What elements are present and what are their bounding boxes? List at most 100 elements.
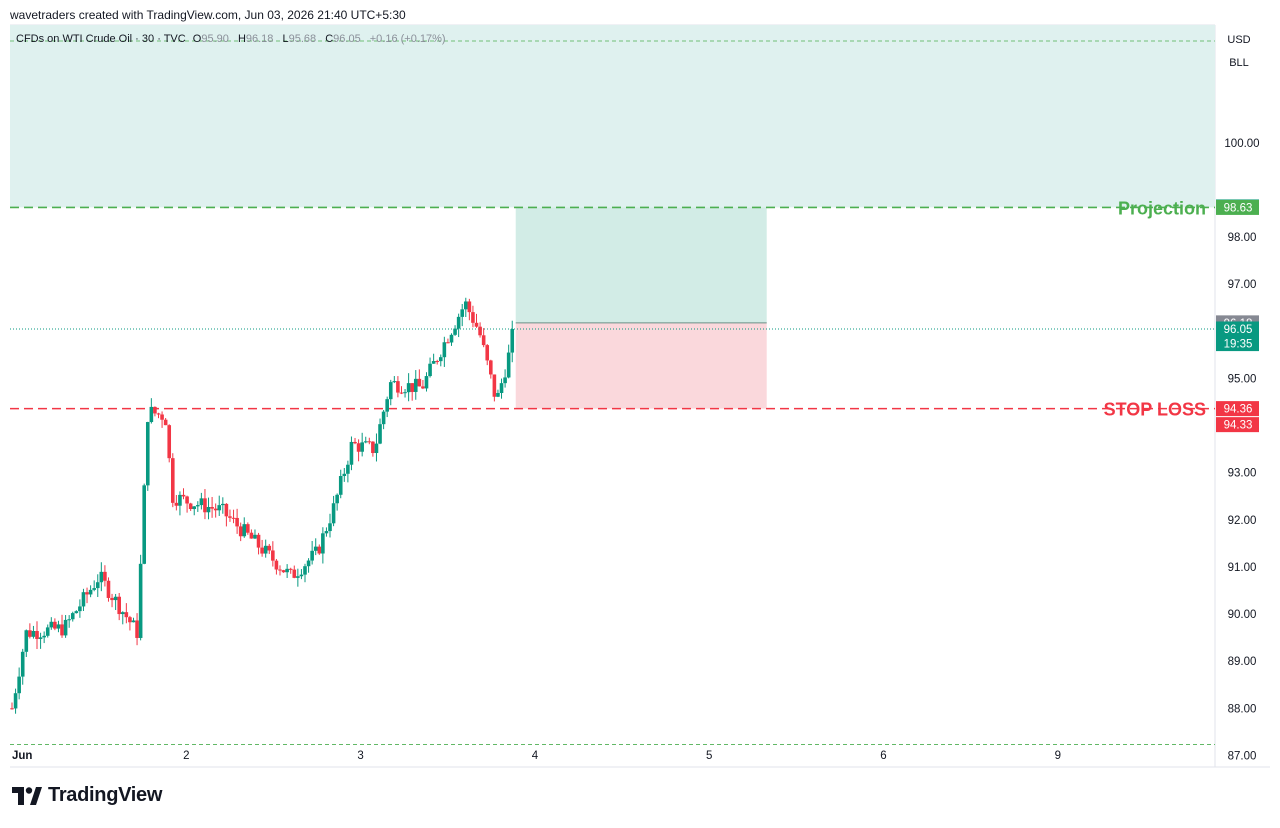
candle-107 [392,381,397,383]
candle-108 [396,381,400,393]
candle-93 [342,473,347,477]
candle-115 [421,386,425,389]
target-zone [515,207,767,323]
candle-136 [496,392,500,397]
y-tick-100.00: 100.00 [1224,138,1259,150]
candle-86 [317,546,322,554]
y-tick-89.00: 89.00 [1228,656,1257,668]
y-tick-98.00: 98.00 [1228,232,1257,244]
candle-0 [10,708,14,710]
candle-129 [471,312,475,323]
y-tick-91.00: 91.00 [1228,562,1257,574]
candle-94 [346,464,350,474]
candle-47 [178,494,182,506]
candle-64 [238,526,243,537]
candle-1 [13,693,18,709]
candle-81 [299,574,304,577]
tradingview-logo[interactable]: TradingView [12,784,162,807]
candle-18 [74,611,79,614]
candle-49 [185,496,189,504]
candle-48 [181,494,186,497]
candle-14 [60,624,64,636]
candle-72 [267,545,272,551]
candle-68 [253,534,257,539]
candle-111 [406,383,411,393]
candle-88 [324,531,329,534]
candle-28 [110,597,114,601]
candle-44 [167,425,172,459]
y-tick-90.00: 90.00 [1228,609,1257,621]
candle-133 [485,345,490,361]
candle-122 [446,342,450,344]
price-badge-6 [1216,417,1259,433]
candle-26 [103,571,107,581]
candle-131 [478,326,482,336]
candle-62 [231,517,236,519]
candle-71 [263,545,268,554]
candle-2 [17,676,21,694]
legend-high-label: H [237,33,246,45]
price-badge-text-6: 94.33 [1224,420,1253,432]
candle-19 [78,606,82,612]
price-badge-5 [1216,401,1259,417]
y-tick-87.00: 87.00 [1228,750,1257,762]
candle-137 [499,383,504,393]
candle-5 [28,630,32,637]
candle-36 [138,563,143,638]
candle-27 [106,580,111,598]
currency-label[interactable]: USD [1227,34,1251,46]
x-tick-2: 2 [183,750,189,762]
candle-126 [460,309,465,317]
candle-110 [403,392,407,394]
candle-112 [410,383,414,392]
price-badge-3 [1216,321,1259,337]
candle-82 [303,566,307,575]
candle-69 [256,534,261,548]
candle-123 [449,334,454,343]
candle-73 [271,550,275,561]
candle-54 [203,498,207,513]
candle-132 [481,335,486,346]
legend-high-value: 96.18 [245,33,274,45]
candle-124 [453,328,457,335]
candle-75 [278,569,282,571]
legend-close-value: 96.05 [333,33,361,45]
candle-109 [399,392,404,394]
candle-116 [424,376,429,389]
price-badge-text-5: 94.36 [1224,404,1253,416]
candle-139 [506,352,511,378]
candle-3 [20,651,25,677]
candle-70 [260,547,264,554]
legend-low-label: L [282,33,289,45]
tradingview-logo-icon [12,786,42,805]
x-tick-3: 3 [357,750,363,762]
candle-63 [235,517,239,527]
candle-4 [24,630,29,652]
candle-134 [489,360,493,375]
y-tick-97.00: 97.00 [1228,279,1257,291]
candle-12 [53,621,57,629]
candle-96 [353,441,357,444]
candle-77 [285,568,289,573]
candle-121 [442,342,447,358]
candle-22 [88,589,93,595]
candle-118 [431,361,436,364]
legend-open-value: 95.90 [201,33,229,45]
candle-10 [45,627,50,636]
unit-label[interactable]: BLL [1229,57,1249,69]
price-badge-text-4: 19:35 [1224,339,1253,351]
candle-106 [388,382,393,400]
candle-42 [160,414,164,420]
candle-100 [367,441,372,443]
candle-25 [99,571,104,583]
candle-84 [310,550,314,561]
candle-83 [306,560,311,567]
candle-15 [63,619,68,636]
candle-101 [371,441,375,454]
legend-low-value: 95.68 [288,33,317,45]
legend-symbol[interactable]: CFDs on WTI Crude Oil · 30 · TVC [16,33,186,45]
candle-43 [163,419,168,426]
candle-56 [210,506,214,509]
